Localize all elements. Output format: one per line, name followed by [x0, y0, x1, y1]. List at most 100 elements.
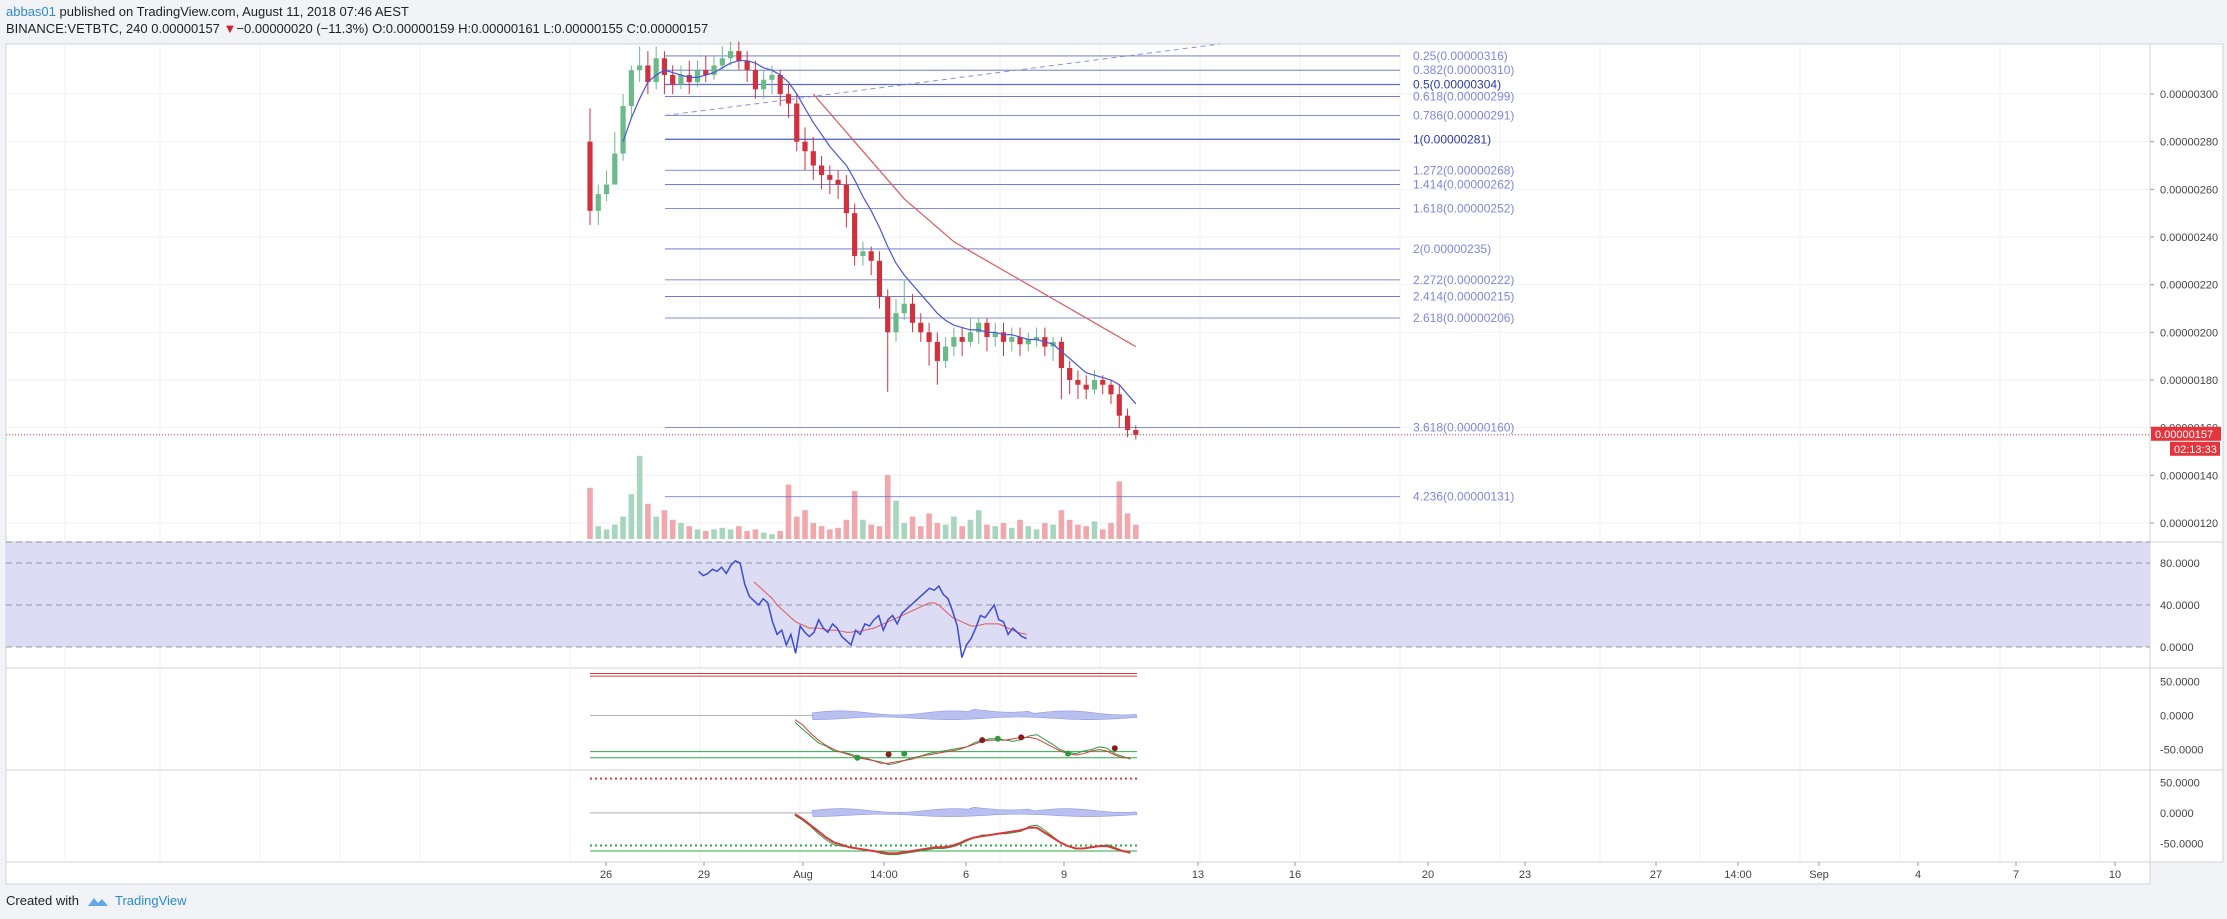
volume-bar: [918, 526, 924, 539]
volume-bar: [860, 519, 866, 539]
candle-body: [1067, 368, 1073, 380]
candle-body: [885, 296, 891, 333]
candle-body: [711, 65, 717, 75]
volume-bar: [760, 532, 767, 539]
candle-body: [926, 332, 932, 342]
osc1-tick-label: 0.0000: [2160, 711, 2194, 723]
volume-bar: [1025, 526, 1032, 539]
candle-body: [1033, 337, 1040, 340]
fib-level-label: 0.786(0.00000291): [1413, 108, 1514, 122]
volume-bar: [818, 526, 825, 539]
fib-level-label: 1.618(0.00000252): [1413, 201, 1514, 215]
volume-bar: [851, 491, 858, 539]
osc1-cross-marker: [994, 735, 1001, 742]
candle-body: [719, 58, 725, 66]
candle-body: [661, 58, 668, 75]
candle-body: [934, 341, 940, 361]
oscillator1-pane[interactable]: 50.0000 0.0000 -50.0000: [5, 667, 2224, 771]
volume-bar: [752, 529, 759, 539]
osc1-cross-marker: [1065, 750, 1071, 757]
candle-body: [868, 251, 874, 261]
time-tick-label: 26: [600, 869, 612, 881]
volume-bar: [785, 484, 792, 539]
volume-bar: [1058, 510, 1065, 539]
candle-body: [835, 179, 841, 185]
volume-bar: [793, 516, 800, 539]
volume-bar: [777, 531, 784, 539]
author-link[interactable]: abbas01: [6, 4, 56, 19]
fib-trendline: [664, 43, 1221, 116]
volume-bar: [1108, 523, 1114, 539]
candle-body: [1000, 332, 1007, 342]
rsi-pane[interactable]: 0.0000 40.0000 80.0000: [5, 541, 2224, 669]
volume-bar: [711, 529, 717, 539]
ohlc-values: O:0.00000159 H:0.00000161 L:0.00000155 C…: [372, 21, 709, 36]
rsi-tick-label: 0.0000: [2160, 642, 2194, 654]
volume-bar: [1116, 481, 1123, 539]
price-tick-label: 0.00000300: [2160, 89, 2218, 101]
time-tick-label: 6: [963, 869, 969, 881]
volume-bar: [934, 523, 941, 539]
volume-bar: [694, 529, 701, 539]
candle-body: [1116, 394, 1122, 416]
candle-body: [1009, 337, 1015, 342]
fib-level-label: 1(0.00000281): [1413, 132, 1491, 146]
candle-body: [1017, 337, 1023, 345]
candle-body: [703, 70, 709, 75]
volume-bar: [1083, 526, 1089, 539]
price-pane[interactable]: 0.000001200.000001400.000001600.00000180…: [5, 41, 2224, 543]
candle-body: [909, 303, 916, 323]
candle-body: [959, 337, 965, 342]
volume-bar: [1050, 524, 1056, 539]
volume-bar: [802, 510, 808, 539]
candle-body: [1083, 384, 1089, 390]
volume-bar: [1124, 513, 1131, 539]
tradingview-brand: TradingView: [114, 893, 187, 908]
volume-bar: [1017, 519, 1023, 539]
volume-bar: [984, 524, 990, 539]
time-tick-label: 20: [1422, 869, 1434, 881]
volume-bar: [1133, 524, 1139, 539]
candle-body: [810, 151, 816, 166]
last-price-label: 0.00000157: [2155, 429, 2213, 441]
osc1-cross-marker: [979, 737, 986, 744]
candle-body: [645, 65, 651, 83]
osc1-cross-marker: [1018, 734, 1025, 741]
price-change: −0.00000020 (−11.3%): [236, 21, 369, 36]
osc1-histogram: [811, 708, 1138, 721]
price-tick-label: 0.00000200: [2160, 327, 2218, 339]
volume-bar: [736, 526, 742, 539]
volume-bar: [595, 526, 602, 539]
candle-body: [637, 65, 643, 71]
volume-bar: [603, 529, 610, 539]
tradingview-link[interactable]: TradingView: [87, 893, 187, 908]
volume-bar: [702, 531, 709, 539]
volume-bar: [628, 494, 635, 539]
fib-level-label: 1.414(0.00000262): [1413, 178, 1514, 192]
candle-body: [901, 303, 907, 314]
candle-body: [876, 260, 883, 297]
candle-body: [827, 175, 833, 180]
volume-bar: [975, 510, 982, 539]
osc1-cross-marker: [854, 754, 861, 761]
volume-bar: [620, 516, 626, 539]
candle-body: [1100, 379, 1106, 385]
osc1-cross-marker: [885, 751, 892, 758]
time-axis[interactable]: 26 29 Aug 14:00 6 9 13 16 20 23 27 14:00 Sep 4 7 10: [5, 861, 2151, 885]
last-price-box: [2151, 426, 2221, 441]
volume-bar: [636, 455, 643, 539]
published-text: published on TradingView.com, August 11,…: [59, 4, 409, 19]
volume-bar: [1066, 519, 1073, 539]
oscillator2-pane[interactable]: 50.0000 0.0000 -50.0000: [5, 769, 2224, 863]
osc1-cross-marker: [901, 750, 908, 757]
candle-body: [860, 251, 866, 257]
price-pane-price-axis: [2149, 43, 2224, 543]
candle-body: [918, 322, 924, 333]
candle-body: [678, 74, 684, 85]
candle-body: [752, 70, 758, 90]
volume-bar: [876, 526, 883, 539]
volume-bar: [1000, 523, 1007, 539]
volume-bar: [686, 526, 693, 539]
time-tick-label: 16: [1289, 869, 1301, 881]
